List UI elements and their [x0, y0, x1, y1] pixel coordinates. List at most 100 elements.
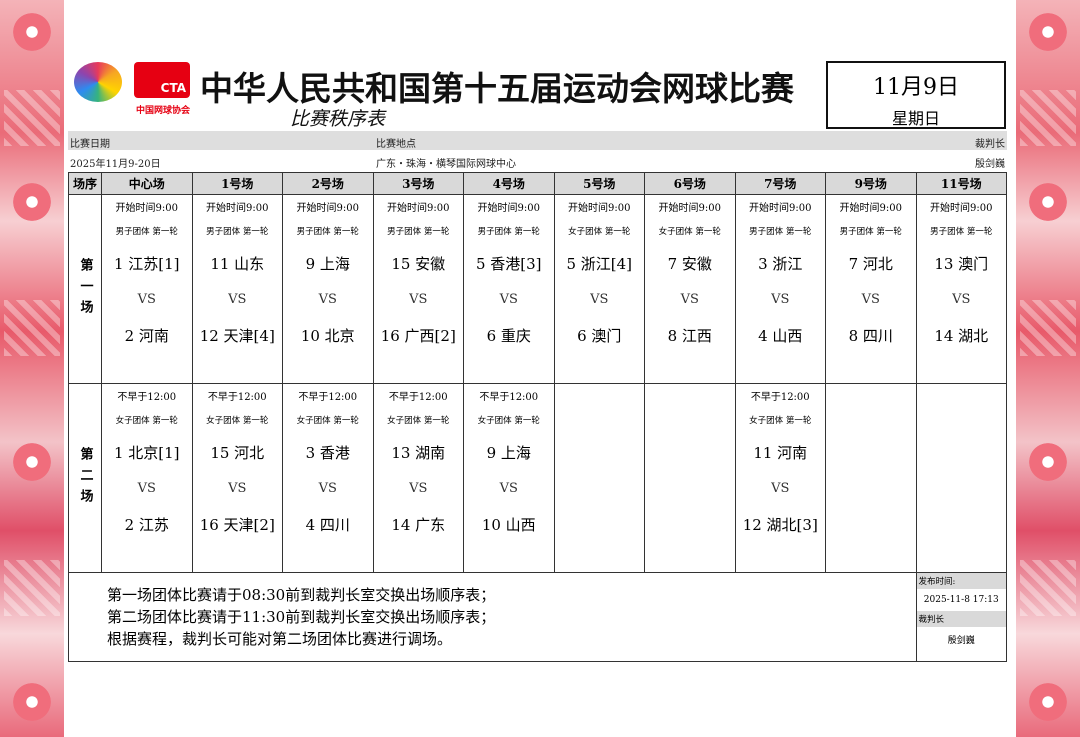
versus: VS [409, 481, 428, 496]
match-cell: 开始时间9:00 男子团体 第一轮 1 江苏[1] VS 2 河南 [101, 194, 193, 384]
match-event: 女子团体 第一轮 [206, 416, 269, 426]
match-event: 男子团体 第一轮 [839, 227, 902, 237]
team-home: 15 安徽 [391, 255, 446, 273]
match-time: 不早于12:00 [388, 392, 448, 403]
match-cell: 开始时间9:00 男子团体 第一轮 7 河北 VS 8 四川 [825, 194, 917, 384]
team-away: 12 天津[4] [199, 327, 275, 345]
team-away: 16 广西[2] [380, 327, 456, 345]
games-logo [74, 62, 122, 102]
column-header: 11号场 [915, 172, 1007, 195]
match-time: 开始时间9:00 [206, 203, 269, 214]
match-cell: 开始时间9:00 女子团体 第一轮 5 浙江[4] VS 6 澳门 [553, 194, 645, 384]
match-event: 男子团体 第一轮 [749, 227, 812, 237]
team-home: 5 浙江[4] [566, 255, 633, 273]
info-labels: 比赛日期 比赛地点 裁判长 [68, 131, 1007, 150]
match-event: 女子团体 第一轮 [658, 227, 721, 237]
match-time: 开始时间9:00 [115, 203, 178, 214]
match-time: 开始时间9:00 [749, 203, 812, 214]
match-cell: 开始时间9:00 男子团体 第一轮 5 香港[3] VS 6 重庆 [463, 194, 555, 384]
match-time: 不早于12:00 [298, 392, 358, 403]
match-event: 男子团体 第一轮 [477, 227, 540, 237]
versus: VS [499, 481, 518, 496]
note-line: 根据赛程，裁判长可能对第二场团体比赛进行调场。 [107, 630, 453, 648]
match: 不早于12:00 女子团体 第一轮 15 河北 VS 16 天津[2] [193, 384, 283, 543]
column-header: 9号场 [825, 172, 917, 195]
schedule-table: 场序 中心场 1号场 2号场 3号场 4号场 5号场 6号场 7号场 9号场 11号场 第一场 开始时间… [68, 172, 1007, 662]
decor-strip [0, 0, 64, 737]
date: 11月9日 [873, 75, 959, 100]
versus: VS [409, 292, 428, 307]
match-time: 开始时间9:00 [296, 203, 359, 214]
match: 不早于12:00 女子团体 第一轮 1 北京[1] VS 2 江苏 [102, 384, 192, 543]
versus: VS [228, 481, 247, 496]
team-home: 9 上海 [305, 255, 350, 273]
match-cell: 不早于12:00 女子团体 第一轮 9 上海 VS 10 山西 [463, 383, 555, 573]
match-cell: 不早于12:00 女子团体 第一轮 1 北京[1] VS 2 江苏 [101, 383, 193, 573]
match: 开始时间9:00 男子团体 第一轮 3 浙江 VS 4 山西 [736, 195, 826, 354]
team-away: 10 山西 [481, 516, 536, 534]
team-home: 11 河南 [753, 444, 808, 462]
match-cell: 开始时间9:00 男子团体 第一轮 9 上海 VS 10 北京 [282, 194, 374, 384]
match: 开始时间9:00 女子团体 第一轮 5 浙江[4] VS 6 澳门 [555, 195, 645, 354]
team-home: 13 澳门 [934, 255, 989, 273]
match-cell: 不早于12:00 女子团体 第一轮 13 湖南 VS 14 广东 [372, 383, 464, 573]
versus: VS [137, 481, 156, 496]
match-event: 女子团体 第一轮 [115, 416, 178, 426]
column-header: 6号场 [644, 172, 736, 195]
column-header: 7号场 [734, 172, 826, 195]
match: 不早于12:00 女子团体 第一轮 13 湖南 VS 14 广东 [374, 384, 464, 543]
versus: VS [318, 292, 337, 307]
cta-logo: CTA [134, 62, 190, 98]
title: 中华人民共和国第十五届运动会网球比赛 [200, 69, 794, 108]
subtitle: 比赛秩序表 [290, 108, 386, 130]
match-cell: 开始时间9:00 女子团体 第一轮 7 安徽 VS 8 江西 [644, 194, 736, 384]
session-row: 第二场 不早于12:00 女子团体 第一轮 1 北京[1] VS 2 江苏 不早于12:00… [68, 383, 1007, 573]
match-time: 不早于12:00 [207, 392, 267, 403]
header-row: 场序 中心场 1号场 2号场 3号场 4号场 5号场 6号场 7号场 9号场 11号场 [68, 172, 1007, 195]
match-cell: 开始时间9:00 男子团体 第一轮 13 澳门 VS 14 湖北 [915, 194, 1007, 384]
team-home: 1 北京[1] [113, 444, 180, 462]
column-header: 2号场 [282, 172, 374, 195]
publish-time-label: 发布时间: [916, 573, 1006, 589]
match-event: 男子团体 第一轮 [930, 227, 993, 237]
match-time: 开始时间9:00 [930, 203, 993, 214]
column-header: 1号场 [191, 172, 283, 195]
match-cell: 开始时间9:00 男子团体 第一轮 11 山东 VS 12 天津[4] [191, 194, 283, 384]
column-header: 场序 [68, 172, 102, 195]
team-away: 12 湖北[3] [742, 516, 818, 534]
match-event: 男子团体 第一轮 [206, 227, 269, 237]
match-time: 开始时间9:00 [839, 203, 902, 214]
column-header: 3号场 [372, 172, 464, 195]
match-event: 男子团体 第一轮 [296, 227, 359, 237]
match: 开始时间9:00 男子团体 第一轮 9 上海 VS 10 北京 [283, 195, 373, 354]
match-event: 男子团体 第一轮 [115, 227, 178, 237]
team-away: 4 山西 [758, 327, 803, 345]
note-line: 第一场团体比赛请于08:30前到裁判长室交换出场顺序表； [107, 586, 496, 604]
team-home: 3 香港 [305, 444, 350, 462]
match: 不早于12:00 女子团体 第一轮 3 香港 VS 4 四川 [283, 384, 373, 543]
match-time: 开始时间9:00 [477, 203, 540, 214]
match-time: 不早于12:00 [117, 392, 177, 403]
versus: VS [771, 481, 790, 496]
match-time: 开始时间9:00 [658, 203, 721, 214]
info-label: 比赛地点 [376, 139, 416, 150]
versus: VS [590, 292, 609, 307]
date-box: 11月9日 星期日 [826, 61, 1006, 129]
match: 开始时间9:00 男子团体 第一轮 5 香港[3] VS 6 重庆 [464, 195, 554, 354]
match-event: 女子团体 第一轮 [568, 227, 631, 237]
match: 开始时间9:00 男子团体 第一轮 13 澳门 VS 14 湖北 [917, 195, 1007, 354]
match-cell: 不早于12:00 女子团体 第一轮 11 河南 VS 12 湖北[3] [734, 383, 826, 573]
referee-label: 裁判长 [916, 611, 1006, 627]
notes: 第一场团体比赛请于08:30前到裁判长室交换出场顺序表； 第二场团体比赛请于11:… [68, 572, 917, 662]
team-away: 6 重庆 [486, 327, 531, 345]
notes-row: 第一场团体比赛请于08:30前到裁判长室交换出场顺序表； 第二场团体比赛请于11:… [68, 572, 1007, 662]
versus: VS [228, 292, 247, 307]
session-label: 第二场 [68, 383, 102, 573]
match-event: 女子团体 第一轮 [477, 416, 540, 426]
team-home: 9 上海 [486, 444, 531, 462]
team-away: 2 河南 [124, 327, 169, 345]
match-cell: 开始时间9:00 男子团体 第一轮 15 安徽 VS 16 广西[2] [372, 194, 464, 384]
versus: VS [861, 292, 880, 307]
team-away: 8 四川 [848, 327, 893, 345]
team-away: 16 天津[2] [199, 516, 275, 534]
